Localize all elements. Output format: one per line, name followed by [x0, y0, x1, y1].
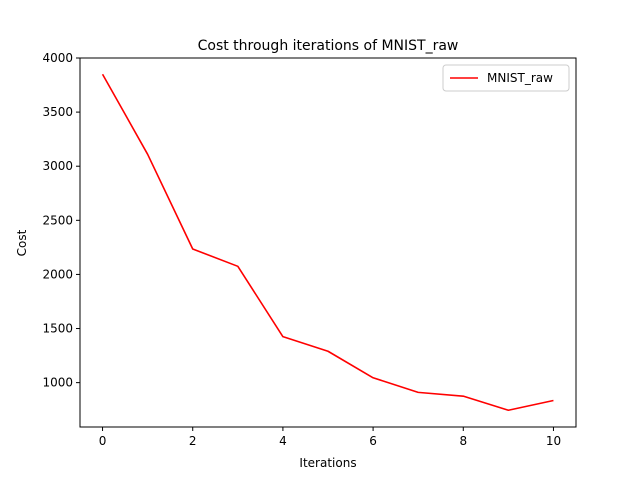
y-tick-label: 2000: [42, 267, 73, 281]
x-tick-label: 0: [99, 434, 107, 448]
y-tick-label: 1500: [42, 322, 73, 336]
plot-frame: [79, 57, 577, 428]
x-tick-label: 2: [189, 434, 197, 448]
y-tick-label: 1000: [42, 376, 73, 390]
series-layer: [101, 73, 554, 412]
x-tick-label: 4: [279, 434, 287, 448]
y-tick-label: 2500: [42, 213, 73, 227]
plot-area: [80, 58, 576, 427]
legend-label: MNIST_raw: [487, 71, 553, 85]
series-line: [101, 73, 554, 412]
legend: MNIST_raw: [442, 64, 570, 92]
y-tick-label: 4000: [42, 51, 73, 65]
y-axis: 1000 1500 2000 2500 3000 3500 4000: [42, 51, 80, 390]
x-tick-label: 8: [459, 434, 467, 448]
legend-box: [442, 64, 570, 92]
x-axis: 0 2 4 6 8 10: [99, 427, 561, 448]
y-tick-label: 3500: [42, 105, 73, 119]
x-tick-label: 6: [369, 434, 377, 448]
x-axis-label: Iterations: [299, 456, 356, 470]
y-tick-label: 3000: [42, 159, 73, 173]
chart-title: Cost through iterations of MNIST_raw: [198, 38, 459, 54]
y-axis-label: Cost: [15, 229, 29, 256]
x-tick-label: 10: [546, 434, 561, 448]
